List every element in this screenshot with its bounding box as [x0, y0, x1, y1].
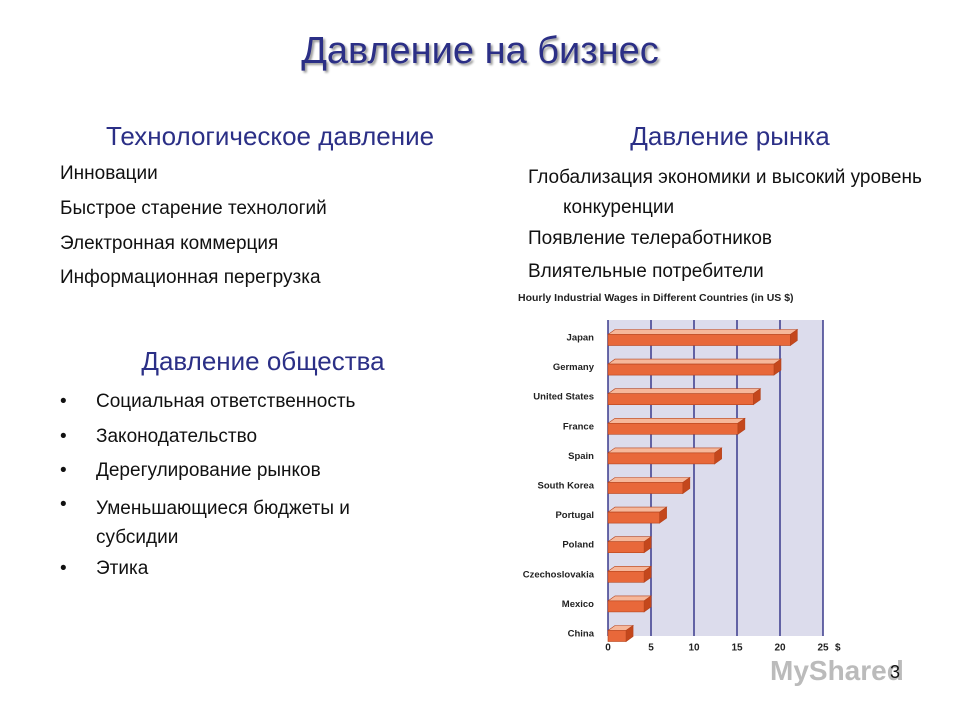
heading: Технологическое давление — [105, 121, 435, 151]
x-tick-label: 5 — [648, 643, 654, 654]
bullet: • — [60, 558, 67, 579]
bar — [607, 541, 645, 554]
heading: Давление общества — [141, 346, 385, 376]
item: Инновации — [60, 163, 158, 184]
x-tick-label: 20 — [774, 643, 786, 654]
bar-top — [607, 329, 799, 335]
item: Влиятельные потребители — [528, 261, 764, 282]
y-tick-label: South Korea — [538, 481, 595, 492]
bullet: • — [60, 494, 67, 515]
heading: Давление рынка — [630, 121, 830, 151]
x-tick-label: 25 — [817, 643, 829, 654]
item: Быстрое старение технологий — [60, 198, 327, 219]
item: Информационная перегрузка — [60, 267, 321, 288]
bar — [607, 570, 645, 583]
bar — [607, 363, 775, 376]
item: Этика — [96, 558, 149, 579]
item: Электронная коммерция — [60, 233, 279, 254]
bar-top — [607, 447, 723, 454]
y-tick-label: Czechoslovakia — [523, 569, 595, 580]
bullet: • — [60, 426, 67, 447]
y-tick-label: China — [568, 629, 595, 640]
bar-top — [607, 358, 782, 365]
y-tick-label: France — [563, 421, 594, 432]
bar — [607, 630, 627, 642]
item: Уменьшающиеся бюджеты и субсидии — [96, 498, 350, 548]
slide-title: Давление на бизнес — [301, 30, 659, 72]
item: Дерегулирование рынков — [96, 460, 321, 481]
item: Социальная ответственность — [96, 391, 356, 412]
bar — [607, 511, 660, 524]
bar-top — [607, 388, 762, 395]
item: Законодательство — [96, 426, 258, 447]
y-tick-label: Poland — [562, 540, 594, 551]
bar-top — [607, 536, 653, 543]
bar-top — [607, 565, 653, 572]
page-number: 3 — [890, 662, 901, 682]
x-unit: $ — [835, 643, 841, 654]
y-tick-label: United States — [533, 392, 594, 403]
bullet: • — [60, 460, 67, 481]
chart-title: Hourly Industrial Wages in Different Cou… — [518, 292, 794, 304]
bar-top — [607, 477, 691, 483]
bar-top — [607, 595, 653, 602]
y-tick-label: Spain — [568, 451, 594, 462]
bar — [607, 422, 739, 435]
y-tick-label: Portugal — [555, 510, 594, 521]
item: Появление телеработников — [528, 228, 773, 249]
bar — [607, 452, 715, 465]
bar — [607, 600, 645, 613]
bar — [607, 334, 791, 346]
x-tick-label: 10 — [688, 643, 700, 654]
bar-top — [607, 506, 668, 513]
item: Глобализация экономики и высокий уровень… — [528, 167, 922, 218]
bar — [607, 393, 754, 406]
y-tick-label: Germany — [553, 362, 595, 373]
bullet: • — [60, 391, 67, 412]
x-tick-label: 15 — [731, 643, 743, 654]
bar — [607, 482, 684, 494]
bar-top — [607, 417, 746, 424]
y-tick-label: Japan — [567, 333, 595, 344]
y-tick-label: Mexico — [562, 599, 594, 610]
watermark: MyShared — [770, 655, 904, 686]
x-tick-label: 0 — [605, 643, 611, 654]
